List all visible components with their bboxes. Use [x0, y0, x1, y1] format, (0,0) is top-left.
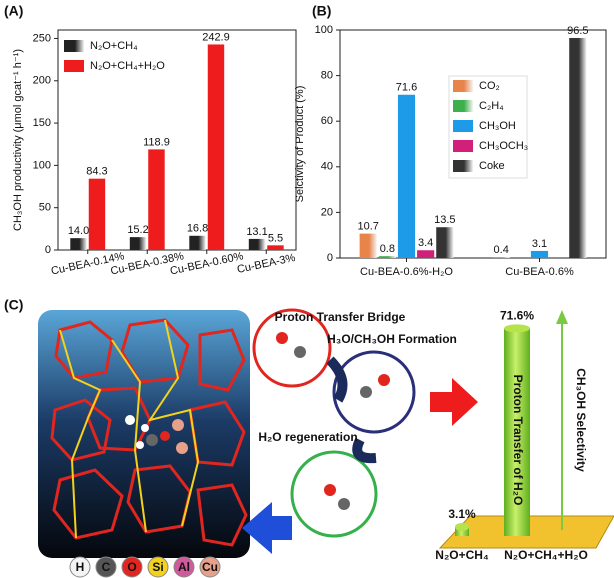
x-tick-label: Cu-BEA-0.6%-H₂O — [360, 266, 453, 278]
atom-label: Cu — [202, 560, 218, 574]
legend-label: Coke — [479, 160, 505, 172]
bar — [129, 237, 147, 250]
value-label: 13.5 — [434, 214, 455, 226]
y-axis-title: Selctivity of Product (%) — [294, 86, 306, 203]
panel-label: (A) — [4, 3, 23, 19]
y-tick-label: 0 — [327, 252, 333, 264]
legend-swatch — [453, 120, 473, 132]
legend-label: C₂H₄ — [479, 100, 504, 112]
bar — [436, 227, 454, 258]
y-tick-label: 200 — [33, 75, 51, 87]
bar — [189, 235, 206, 250]
bar — [148, 149, 165, 250]
plot-frame — [57, 29, 297, 251]
y-tick-label: 20 — [321, 206, 333, 218]
atom-label: H — [76, 560, 85, 574]
y-tick-label: 80 — [321, 70, 333, 82]
y-axis-title: CH₃OH productivity (μmol gcat⁻¹ h⁻¹) — [12, 49, 24, 231]
cylinder-cap — [455, 523, 469, 532]
platform-label: N₂O+CH₄+H₂O — [504, 548, 588, 562]
x-tick-label: Cu-BEA-0.6% — [505, 266, 574, 278]
atom-legend: H C O Si Al Cu — [69, 556, 221, 578]
bar — [530, 250, 549, 258]
bar — [397, 94, 416, 258]
atom-label: O — [127, 560, 136, 574]
atom-label: Si — [152, 560, 163, 574]
atom-swatch — [147, 556, 169, 578]
value-label: 242.9 — [202, 31, 230, 43]
cylinder-label: Proton Transfer of H₂O — [511, 375, 525, 506]
value-label: 3.4 — [418, 237, 433, 249]
axis-label: CH₃OH Selectivity — [574, 368, 588, 472]
bar — [359, 233, 377, 258]
value-label: 96.5 — [567, 25, 588, 37]
atom-label: Al — [178, 560, 190, 574]
bar — [248, 238, 266, 250]
legend-swatch — [453, 100, 473, 112]
y-tick-label: 0 — [45, 244, 51, 256]
y-tick-label: 100 — [33, 159, 51, 171]
y-tick-label: 60 — [321, 115, 333, 127]
value-label: 3.1 — [532, 238, 547, 250]
bar — [267, 245, 284, 250]
atom-swatch — [199, 556, 221, 578]
value-label: 84.3 — [86, 166, 107, 178]
mechanism-circles — [242, 308, 478, 554]
value-label: 10.7 — [357, 221, 378, 233]
value-label: 0.8 — [380, 243, 395, 255]
cylinder — [455, 527, 469, 536]
legend-swatch — [453, 160, 473, 172]
step-label: H₂O regeneration — [258, 430, 357, 444]
panel-label: (C) — [4, 297, 23, 313]
y-tick-label: 50 — [39, 202, 51, 214]
cylinder — [504, 328, 530, 536]
bar — [417, 250, 435, 258]
cylinder-value: 71.6% — [500, 309, 534, 323]
plot-frame — [339, 29, 607, 259]
y-tick-label: 100 — [315, 24, 333, 36]
legend-label: CO₂ — [479, 80, 500, 92]
legend-swatch — [64, 60, 84, 72]
platform-label: N₂O+CH₄ — [435, 548, 489, 562]
value-label: 16.8 — [187, 223, 208, 235]
value-label: 71.6 — [396, 82, 417, 94]
atom-swatch — [121, 556, 143, 578]
x-tick-label: Cu-BEA-3% — [236, 252, 297, 276]
y-tick-label: 250 — [33, 32, 51, 44]
value-label: 13.1 — [246, 226, 267, 238]
y-tick-label: 40 — [321, 161, 333, 173]
bar — [88, 178, 106, 250]
legend-swatch — [453, 140, 473, 152]
value-label: 15.2 — [127, 224, 148, 236]
legend-label: CH₃OCH₃ — [479, 140, 528, 152]
bar — [378, 256, 396, 258]
step-label: H₃O/CH₃OH Formation — [327, 332, 457, 346]
atom-swatch — [69, 556, 91, 578]
y-tick-label: 150 — [33, 117, 51, 129]
bar — [70, 238, 87, 250]
value-label: 118.9 — [143, 136, 170, 148]
bar — [492, 257, 510, 258]
step-label: Proton Transfer Bridge — [275, 310, 406, 324]
atom-swatch — [173, 556, 195, 578]
legend-label: N₂O+CH₄+H₂O — [90, 60, 165, 72]
bar — [569, 37, 587, 259]
legend-swatch — [453, 80, 473, 92]
bar — [207, 44, 225, 250]
atom-swatch — [95, 556, 117, 578]
zeolite-framework — [38, 310, 250, 558]
value-label: 0.4 — [494, 244, 509, 256]
legend-label: CH₃OH — [479, 120, 516, 132]
cylinder-cap — [504, 324, 530, 333]
atom-label: C — [102, 560, 111, 574]
legend-label: N₂O+CH₄ — [90, 40, 138, 52]
cylinder-value: 3.1% — [448, 507, 476, 521]
legend-swatch — [64, 40, 84, 52]
value-label: 5.5 — [268, 232, 283, 244]
panel-label: (B) — [312, 3, 331, 19]
value-label: 14.0 — [68, 225, 89, 237]
